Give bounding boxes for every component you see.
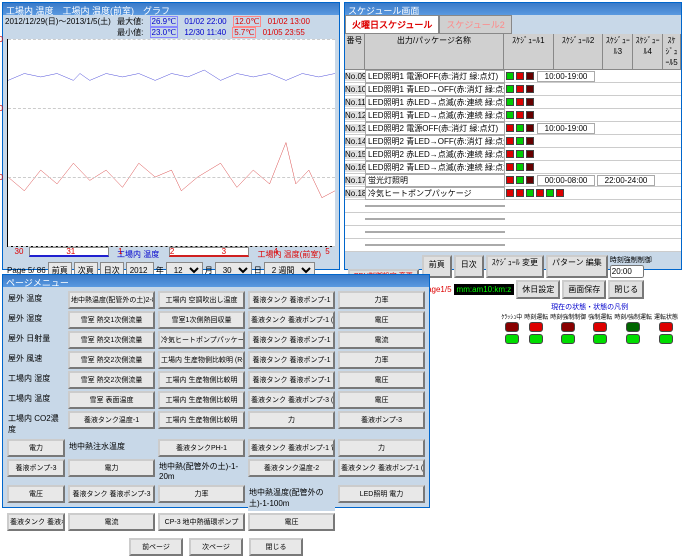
holiday-button[interactable]: 休日設定 [516,280,560,299]
save-button[interactable]: 画面保存 [562,280,606,299]
time-input[interactable] [610,265,644,278]
schedule-panel: スケジュール画面 火曜日スケジュール スケジュール2 番号出力/パッケージ名称ｽ… [344,2,682,270]
schedule-row[interactable]: No.17蛍光灯照明00:00-08:0022:00-24:00 [345,174,681,187]
schedule-row[interactable]: No.15LED照明2 赤LED→点滅(赤:連続 緑:点滅) [345,148,681,161]
chart-title: 工場内 温度 工場内 温度(前室) グラフ [3,3,339,15]
schedule-header: 番号出力/パッケージ名称ｽｹｼﾞｭｰﾙ1ｽｹｼﾞｭｰﾙ2ｽｹｼﾞｭｰﾙ3ｽｹｼﾞ… [345,34,681,70]
menu-button[interactable]: 養液タンク 養液ポンプ-1 [7,513,65,531]
schedule-tabs: 火曜日スケジュール スケジュール2 [345,15,681,34]
menu-button[interactable]: 養液タンク 養液ポンプ-1 (R-S) [338,459,425,477]
menu-button[interactable]: 養液タンク 養液ポンプ-1 [248,331,335,349]
menu-grid: 屋外 温度地中熱温度(配管外の土)2-80m工場内 空調吹出し温度養液タンク 養… [3,287,429,535]
menu-button[interactable]: 力率 [158,485,245,503]
menu-title: ページメニュー [3,275,429,287]
chart-header: 2012/12/29(日)〜2013/1/5(土) 最大値: 26.9℃ 01/… [3,15,339,39]
menu-row-label: 地中熱温度(配管外の土)-1-100m [248,485,335,511]
menu-button[interactable]: 地中熱温度(配管外の土)2-80m [68,291,155,309]
menu-button[interactable]: 養液タンク 養液ポンプ-1 [248,351,335,369]
menu-row-label: 屋外 温度 [7,291,65,309]
menu-button[interactable]: 雪室 熱交2次側流量 [68,351,155,369]
schedule-row[interactable]: No.18冷気ヒートポンプパッケージ [345,187,681,200]
menu-button[interactable]: 雪室 熱交2次側流量 [68,371,155,389]
menu-row-label: 屋外 風速 [7,351,65,369]
menu-button[interactable]: CP-3 地中熱循環ポンプ [158,513,245,531]
menu-button[interactable]: 雪室 表面温度 [68,391,155,409]
menu-button[interactable]: 養液タンク 養液ポンプ-3 [68,485,155,503]
menu-button[interactable]: 力 [338,439,425,457]
schedule-row[interactable]: No.16LED照明2 青LED→点滅(赤:連続 緑:点滅) [345,161,681,174]
menu-button[interactable]: 雪室 熱交1次側流量 [68,311,155,329]
schedule-row[interactable]: No.14LED照明2 青LED→OFF(赤:消灯 緑:点灯) [345,135,681,148]
menu-button[interactable]: 電力 [68,459,155,477]
menu-button[interactable]: 電圧 [248,513,335,531]
menu-row-label: 地中熱注水温度 [68,439,155,457]
time-display: mm:am10:km:z [454,284,515,295]
menu-row-label: 屋外 湿度 [7,311,65,329]
menu-button[interactable]: 工場内 空調吹出し温度 [158,291,245,309]
menu-row-label: 屋外 日射量 [7,331,65,349]
next-button[interactable]: 日次 [454,255,484,278]
menu-footer: 前ページ 次ページ 閉じる [3,535,429,559]
menu-button[interactable]: 養液タンク 養液ポンプ-3 (R-S) [248,391,335,409]
menu-button[interactable]: 養液タンク 養液ポンプ-1 (R-S) [248,311,335,329]
menu-button[interactable]: LED照明 電力 [338,485,425,503]
menu-button[interactable]: 電流 [68,513,155,531]
menu-button[interactable]: 養液タンク 養液ポンプ-1 [248,291,335,309]
tab-schedule2[interactable]: スケジュール2 [439,15,511,34]
menu-button[interactable]: 養液タンク 養液ポンプ-1 電圧 [248,439,335,457]
pattern-button[interactable]: パターン 編集 [546,255,608,278]
menu-button[interactable]: 力 [248,411,335,429]
schedule-row[interactable]: No.10LED照明1 青LED→OFF(赤:消灯 緑:点灯) [345,83,681,96]
menu-button[interactable]: 養液タンク温度-2 [248,459,335,477]
menu-button[interactable]: 冷気ヒートポンプパッケージ [158,331,245,349]
menu-button[interactable]: 力率 [338,351,425,369]
menu-panel: ページメニュー 屋外 温度地中熱温度(配管外の土)2-80m工場内 空調吹出し温… [2,274,430,508]
schedule-row[interactable]: No.12LED照明1 青LED→点滅(赤:連続 緑:点滅) [345,109,681,122]
prev-page-button[interactable]: 前ページ [129,538,183,556]
menu-button[interactable]: 工場内 生産物側比較明 [158,371,245,389]
menu-button[interactable]: 養液タンク 養液ポンプ-1 [248,371,335,389]
schedule-title: スケジュール画面 [345,3,681,15]
menu-button[interactable]: 電圧 [338,311,425,329]
menu-button[interactable]: 養液タンクPH-1 [158,439,245,457]
menu-button[interactable]: 雪室1次側熱回収量 [158,311,245,329]
sched-edit-button[interactable]: ｽｹｼﾞｭｰﾙ 変更 [486,255,544,278]
schedule-row[interactable]: No.13LED照明2 電源OFF(赤:消灯 緑:点灯)10:00-19:00 [345,122,681,135]
menu-button[interactable]: 電圧 [338,371,425,389]
menu-button[interactable]: 電圧 [7,485,65,503]
schedule-row[interactable]: No.09LED照明1 電源OFF(赤:消灯 緑:点灯)10:00-19:00 [345,70,681,83]
menu-button[interactable]: 電流 [338,331,425,349]
close-button[interactable]: 閉じる [249,538,303,556]
menu-button[interactable]: 工場内 生産物側比較明 [158,411,245,429]
schedule-row[interactable]: No.11LED照明1 赤LED→点滅(赤:連続 緑:点滅) [345,96,681,109]
close-button[interactable]: 閉じる [608,280,644,299]
menu-button[interactable]: 雪室 熱交1次側流量 [68,331,155,349]
chart-panel: 工場内 温度 工場内 温度(前室) グラフ 2012/12/29(日)〜2013… [2,2,340,270]
menu-button[interactable]: 養液ポンプ-3 [338,411,425,429]
menu-button[interactable]: 工場内 生産物側比較明 (R-S) [158,351,245,369]
menu-button[interactable]: 電力 [7,439,65,457]
menu-button[interactable]: 電圧 [338,391,425,409]
menu-row-label: 工場内 湿度 [7,371,65,389]
menu-row-label: 工場内 CO2濃度 [7,411,65,437]
next-page-button[interactable]: 次ページ [189,538,243,556]
menu-button[interactable]: 力率 [338,291,425,309]
chart-canvas: 0102030303112345 [7,39,335,247]
menu-row-label: 地中熱(配管外の土)-1-20m [158,459,245,483]
tab-tuesday[interactable]: 火曜日スケジュール [345,15,439,34]
schedule-body: No.09LED照明1 電源OFF(赤:消灯 緑:点灯)10:00-19:00N… [345,70,681,252]
menu-button[interactable]: 養液ポンプ-3 [7,459,65,477]
menu-button[interactable]: 養液タンク温度-1 [68,411,155,429]
menu-row-label: 工場内 温度 [7,391,65,409]
menu-button[interactable]: 工場内 生産物側比較明 [158,391,245,409]
